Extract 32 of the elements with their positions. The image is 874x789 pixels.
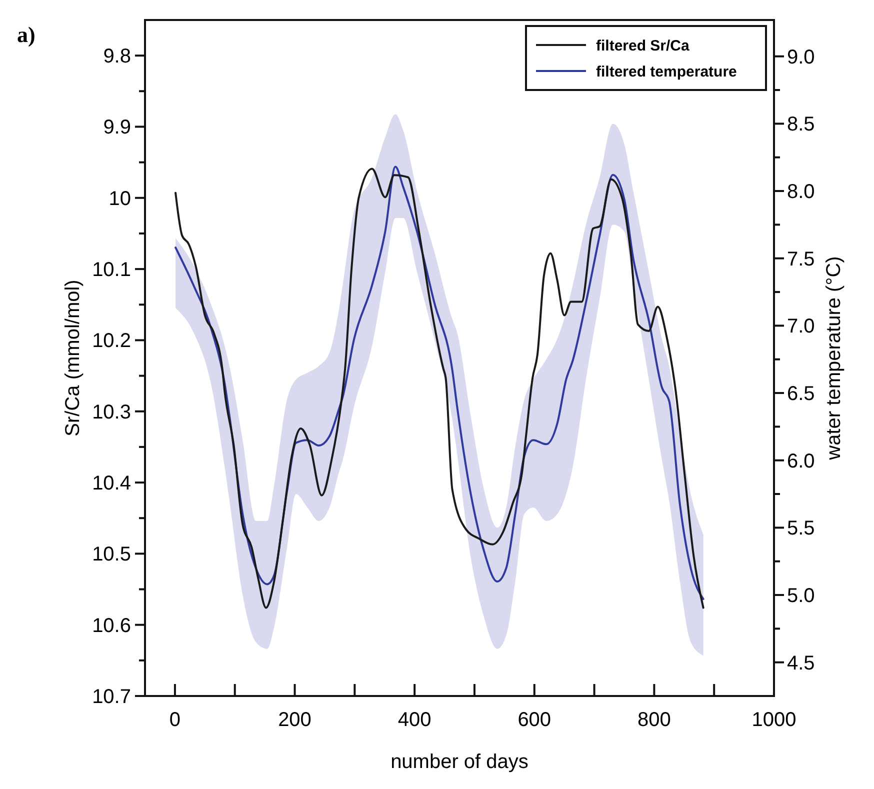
x-tick-label: 200 [278,709,312,731]
x-tick-label: 0 [169,709,181,731]
y-tick-label: 10.1 [92,259,131,282]
y2-tick-label: 7.0 [787,316,815,338]
x-tick-label: 1000 [752,709,796,731]
y-tick-label: 10.6 [92,614,131,637]
y2-tick-label: 8.0 [787,181,815,204]
y2-tick-label: 5.0 [787,585,815,608]
text: a) [17,22,36,47]
y2-tick-label: 8.5 [787,114,815,136]
y2-tick-label: 5.5 [787,518,815,540]
y2-tick-label: 9.0 [787,46,815,68]
y-tick-label: 9.8 [103,46,131,68]
legend-label: filtered Sr/Ca [596,37,690,54]
x-tick-label: 800 [638,709,671,731]
y2-axis-title: water temperature (°C) [823,256,845,461]
y-tick-label: 10.5 [92,544,131,566]
legend-label: filtered temperature [596,63,737,80]
y-tick-label: 10 [108,188,131,210]
y-tick-label: 10.4 [92,472,131,495]
y-tick-label: 10.2 [92,330,131,352]
y-tick-label: 9.9 [103,116,131,139]
x-axis-title: number of days [390,751,528,773]
y-axis-title: Sr/Ca (mmol/mol) [62,280,84,436]
y2-tick-label: 6.0 [787,450,815,472]
x-tick-label: 400 [398,709,432,731]
y-tick-label: 10.7 [92,686,131,708]
y-tick-label: 10.3 [92,401,131,424]
x-tick-label: 600 [518,709,552,731]
y2-tick-label: 7.5 [787,248,815,270]
y2-tick-label: 6.5 [787,383,815,406]
y2-tick-label: 4.5 [787,652,815,674]
